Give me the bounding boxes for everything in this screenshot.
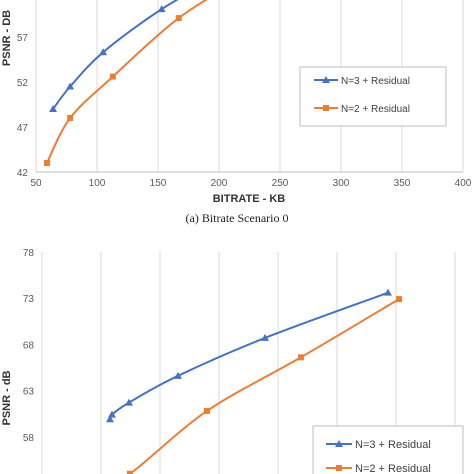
chart-bottom-series-0-line	[108, 291, 389, 420]
chart-top-caption: (a) Bitrate Scenario 0	[186, 211, 289, 225]
chart-bottom-series-1-point-4	[396, 296, 402, 303]
chart-top-series-1-point-0	[43, 160, 50, 166]
chart-top-legend: N=3 + Residual N=2 + Residual	[299, 66, 447, 127]
chart-bottom-series-1-line	[127, 298, 400, 474]
chart-bottom-legend-n2-marker	[336, 465, 342, 471]
chart-bottom-y-ticks: 58 63 68 73 78	[23, 248, 35, 444]
chart-bottom-y-tick-4: 78	[23, 248, 35, 259]
chart-top-x-ticks: 50 100 150 200 250 300 350 400	[30, 178, 471, 189]
chart-bottom-series-0-point-5	[384, 288, 392, 296]
chart-bottom-series-0-point-0	[106, 415, 114, 423]
chart-top-legend-n2-label: N=2 + Residual	[341, 104, 410, 115]
chart-top-x-tick-7: 400	[455, 178, 472, 189]
chart-bottom-y-tick-0: 58	[23, 433, 35, 444]
chart-top-x-tick-1: 100	[89, 178, 106, 189]
chart-top-legend-n3-marker	[322, 76, 330, 83]
chart-top-series-0-point-3	[157, 5, 166, 13]
chart-top-series-1-point-1	[67, 115, 74, 121]
chart-bottom-y-tick-2: 68	[23, 340, 35, 351]
chart-top-series-0-point-2	[99, 48, 108, 56]
chart-top-series-1-line	[46, 0, 208, 164]
chart-top-series-1-point-2	[109, 73, 116, 80]
chart-top-y-tick-2: 52	[17, 78, 29, 89]
chart-bottom-legend-n2-label: N=2 + Residual	[355, 463, 431, 474]
chart-bottom-y-tick-3: 73	[23, 294, 35, 305]
chart-bottom-series-0-point-2	[125, 398, 133, 406]
chart-bottom-legend-n3-marker	[335, 440, 343, 447]
chart-bottom-series-1-point-3	[298, 354, 304, 361]
chart-top-x-tick-0: 50	[30, 178, 42, 189]
chart-bottom-legend-n3-label: N=3 + Residual	[355, 439, 431, 451]
chart-top-x-tick-2: 150	[150, 178, 167, 189]
chart-bottom: 58 63 68 73 78 PSNR - dB N=3 + Residual N=2 …	[1, 248, 464, 474]
chart-bottom-series-0-point-1	[108, 410, 116, 418]
chart-top-x-tick-3: 200	[211, 178, 228, 189]
chart-bottom-series-0-point-4	[261, 333, 269, 341]
chart-top-x-tick-6: 350	[394, 178, 411, 189]
chart-bottom-series-1-point-1	[127, 470, 133, 474]
chart-bottom-series-1-point-2	[204, 407, 210, 414]
chart-top-series	[43, 0, 208, 166]
chart-bottom-series-0-point-3	[174, 371, 182, 379]
chart-top-series-0-point-0	[49, 105, 58, 112]
chart-top-series-0-point-1	[66, 82, 75, 90]
chart-bottom-y-tick-1: 63	[23, 387, 35, 398]
chart-top-y-ticks: 4247525762	[17, 33, 29, 179]
chart-bottom-y-axis-title: PSNR - dB	[1, 370, 13, 425]
chart-top-legend-box	[299, 66, 447, 127]
chart-top-y-tick-3: 57	[17, 33, 29, 44]
chart-top-legend-n2-marker	[323, 105, 329, 111]
chart-top-x-tick-4: 250	[272, 178, 289, 189]
chart-bottom-legend: N=3 + Residual N=2 + Residual	[312, 425, 464, 474]
chart-top-series-1-point-3	[175, 15, 182, 22]
chart-top-y-tick-0: 42	[17, 168, 29, 179]
chart-top-x-tick-5: 300	[333, 178, 350, 189]
chart-top-y-axis-title: PSNR - DB	[1, 10, 13, 66]
chart-top-legend-n3-label: N=3 + Residual	[341, 76, 410, 87]
chart-top-x-axis-title: BITRATE - KB	[213, 193, 286, 205]
chart-top-y-tick-1: 47	[17, 123, 29, 134]
chart-bottom-series	[106, 288, 402, 474]
